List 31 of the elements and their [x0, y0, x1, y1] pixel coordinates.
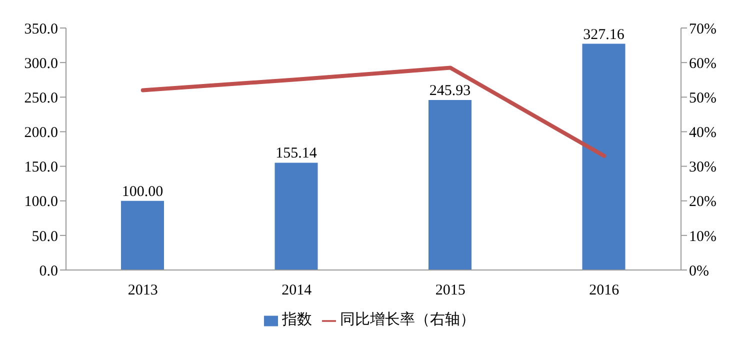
x-tick-label: 2014 — [282, 282, 312, 299]
y2-tick-label: 30% — [689, 160, 716, 176]
y-tick-label: 200.0 — [24, 125, 58, 142]
y2-tick-label: 20% — [689, 194, 716, 210]
y2-tick-label: 0% — [689, 263, 709, 280]
bar — [428, 100, 472, 270]
legend-label: 指数 — [282, 312, 312, 328]
y2-tick-label: 10% — [689, 228, 716, 245]
line-series — [140, 66, 606, 158]
legend-label: 同比增长率（右轴） — [340, 312, 475, 328]
y-tick-label: 100.0 — [24, 194, 58, 210]
bar — [121, 200, 164, 270]
data-label: 245.93 — [429, 82, 471, 99]
y-tick-label: 150.0 — [24, 160, 58, 176]
y-tick-label: 350.0 — [24, 21, 58, 38]
x-tick-label: 2013 — [128, 282, 158, 299]
y2-tick-label: 70% — [689, 21, 716, 38]
data-label: 155.14 — [276, 146, 318, 162]
x-tick-label: 2015 — [435, 282, 466, 299]
y-tick-label: 300.0 — [24, 56, 58, 72]
y2-tick-label: 50% — [689, 90, 716, 106]
y-tick-label: 250.0 — [24, 90, 58, 106]
data-label: 100.00 — [122, 184, 164, 200]
y-tick-label: 50.0 — [32, 228, 58, 245]
y-tick-label: 0.0 — [39, 263, 58, 280]
bar — [274, 162, 318, 270]
y2-tick-label: 60% — [689, 56, 716, 72]
x-tick-label: 2016 — [589, 282, 620, 299]
bar — [582, 44, 626, 270]
data-label: 327.16 — [583, 26, 625, 43]
y2-tick-label: 40% — [689, 125, 716, 142]
